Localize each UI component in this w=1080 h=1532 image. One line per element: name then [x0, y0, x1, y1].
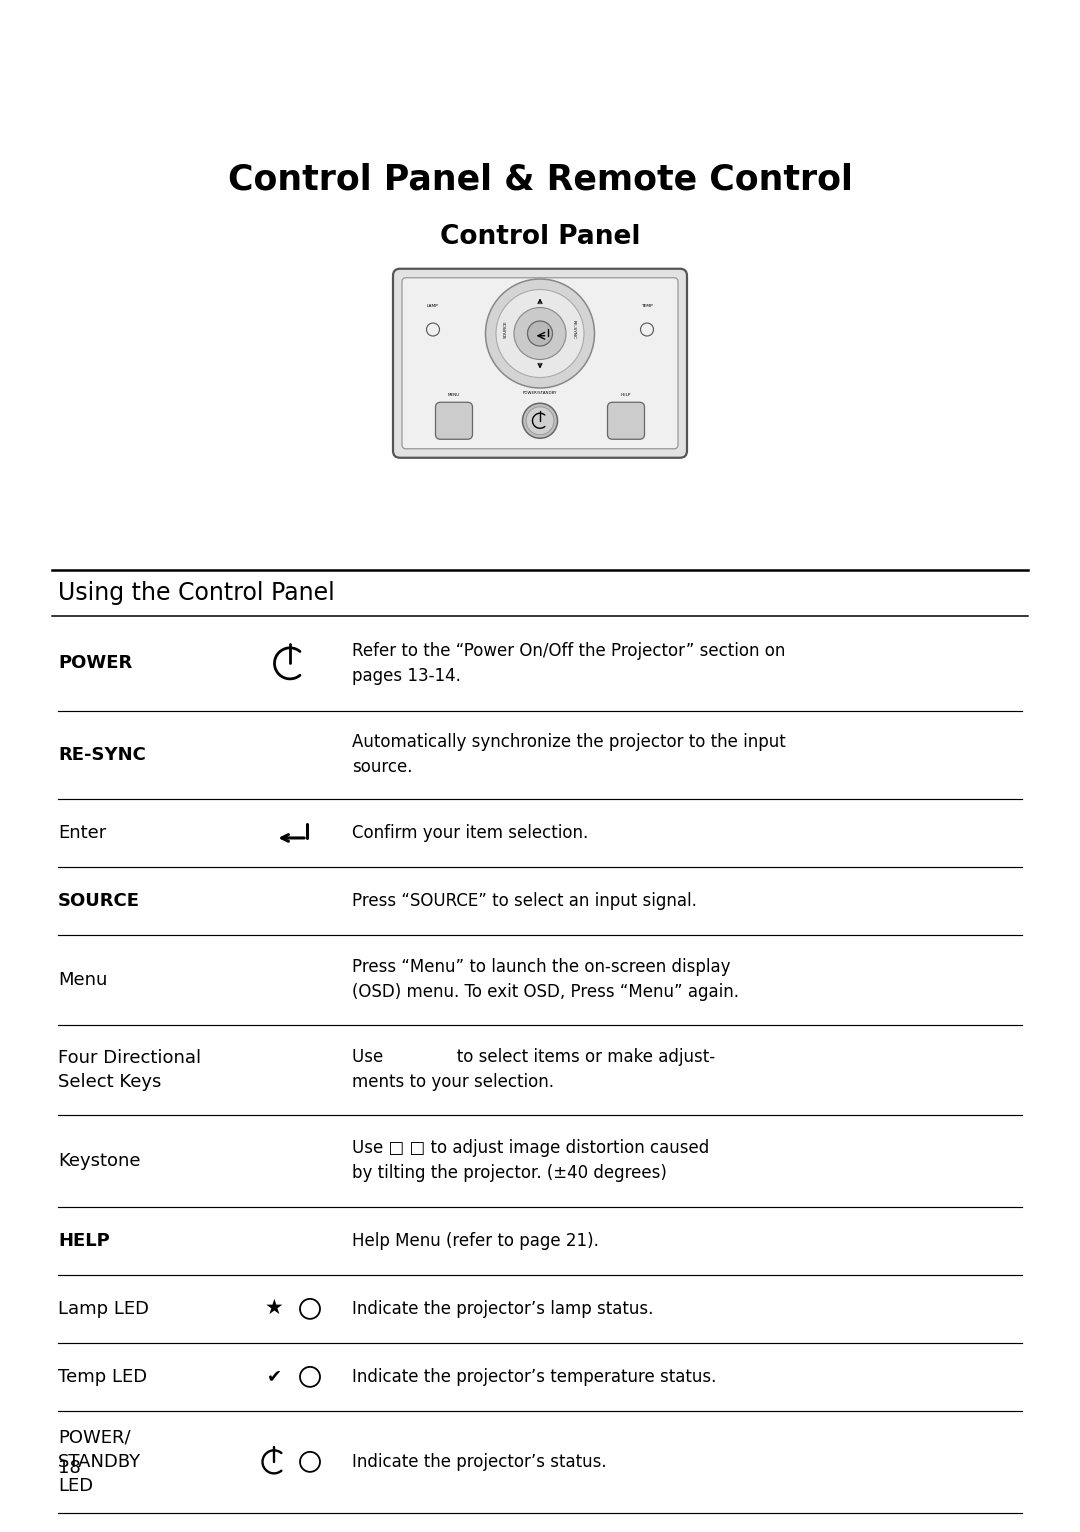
Circle shape	[514, 308, 566, 360]
Text: POWER/
STANDBY
LED: POWER/ STANDBY LED	[58, 1428, 141, 1495]
Text: ✔: ✔	[267, 1367, 282, 1385]
Text: POWER: POWER	[58, 654, 132, 673]
Text: Keystone: Keystone	[58, 1152, 140, 1170]
Text: Indicate the projector’s status.: Indicate the projector’s status.	[352, 1452, 607, 1471]
Text: RE-SYNC: RE-SYNC	[58, 746, 146, 764]
Text: TEMP: TEMP	[642, 303, 653, 308]
Text: RE-SYNC: RE-SYNC	[572, 320, 576, 339]
Text: Indicate the projector’s temperature status.: Indicate the projector’s temperature sta…	[352, 1368, 716, 1386]
Text: POWER/STANDBY: POWER/STANDBY	[523, 391, 557, 395]
Text: LAMP: LAMP	[427, 303, 438, 308]
Circle shape	[526, 408, 554, 435]
Text: Use □ □ to adjust image distortion caused
by tilting the projector. (±40 degrees: Use □ □ to adjust image distortion cause…	[352, 1140, 710, 1183]
Text: SOURCE: SOURCE	[504, 320, 508, 339]
Text: MENU: MENU	[448, 392, 460, 397]
Text: Use              to select items or make adjust-
ments to your selection.: Use to select items or make adjust- ment…	[352, 1048, 715, 1091]
Text: Control Panel & Remote Control: Control Panel & Remote Control	[228, 162, 852, 196]
Circle shape	[486, 279, 594, 388]
Text: Confirm your item selection.: Confirm your item selection.	[352, 824, 589, 843]
Text: ★: ★	[265, 1298, 283, 1318]
Text: HELP: HELP	[621, 392, 631, 397]
Text: Automatically synchronize the projector to the input
source.: Automatically synchronize the projector …	[352, 734, 786, 777]
Text: Lamp LED: Lamp LED	[58, 1299, 149, 1318]
Text: Four Directional
Select Keys: Four Directional Select Keys	[58, 1049, 201, 1091]
Text: Menu: Menu	[58, 971, 107, 988]
Text: Using the Control Panel: Using the Control Panel	[58, 581, 335, 605]
Text: Temp LED: Temp LED	[58, 1368, 147, 1386]
Text: Enter: Enter	[58, 824, 106, 843]
FancyBboxPatch shape	[402, 277, 678, 449]
Text: SOURCE: SOURCE	[58, 892, 140, 910]
Text: Press “SOURCE” to select an input signal.: Press “SOURCE” to select an input signal…	[352, 892, 697, 910]
Circle shape	[527, 322, 553, 346]
Text: Indicate the projector’s lamp status.: Indicate the projector’s lamp status.	[352, 1299, 653, 1318]
FancyBboxPatch shape	[435, 403, 473, 440]
Text: HELP: HELP	[58, 1232, 110, 1250]
Circle shape	[496, 290, 584, 377]
FancyBboxPatch shape	[607, 403, 645, 440]
Text: Help Menu (refer to page 21).: Help Menu (refer to page 21).	[352, 1232, 599, 1250]
Text: 18: 18	[58, 1458, 81, 1477]
Text: Press “Menu” to launch the on-screen display
(OSD) menu. To exit OSD, Press “Men: Press “Menu” to launch the on-screen dis…	[352, 959, 739, 1002]
Circle shape	[523, 403, 557, 438]
Text: Control Panel: Control Panel	[440, 225, 640, 250]
FancyBboxPatch shape	[393, 268, 687, 458]
Text: Refer to the “Power On/Off the Projector” section on
pages 13-14.: Refer to the “Power On/Off the Projector…	[352, 642, 785, 685]
